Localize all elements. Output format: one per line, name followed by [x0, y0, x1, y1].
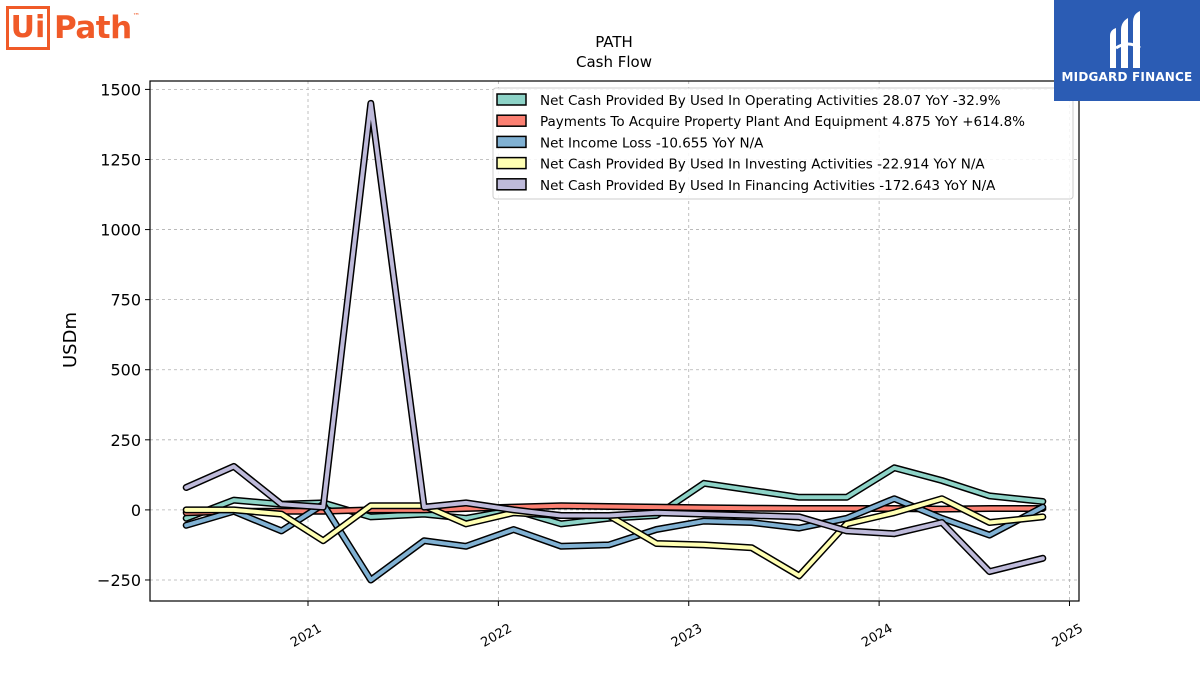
y-tick-label: 1000: [100, 221, 141, 240]
legend-swatch: [496, 178, 527, 191]
series-lines: [182, 99, 1047, 584]
x-tick-label: 2025: [1050, 621, 1086, 651]
legend-label: Net Cash Provided By Used In Financing A…: [540, 178, 996, 194]
y-axis-label: USDm: [60, 312, 81, 368]
x-tick-label: 2024: [859, 621, 895, 651]
y-tick-label: 750: [110, 291, 141, 310]
legend-swatch: [496, 135, 527, 149]
chart-subtitle: Cash Flow: [576, 53, 652, 71]
legend: Net Cash Provided By Used In Operating A…: [492, 87, 1074, 200]
uipath-logo-word: Path: [54, 10, 132, 46]
legend-swatch: [496, 114, 527, 127]
uipath-logo-tm: ™: [132, 12, 140, 20]
y-tick-label: 250: [110, 431, 141, 450]
series-line-5: [184, 101, 1045, 574]
uipath-logo-box: Ui: [6, 6, 50, 50]
y-tick-label: 500: [110, 361, 141, 380]
y-tick-label: 1500: [100, 80, 141, 99]
legend-label: Net Cash Provided By Used In Investing A…: [540, 157, 985, 173]
uipath-logo: Ui Path ™: [6, 6, 140, 52]
x-tick-label: 2021: [288, 621, 324, 651]
legend-label: Net Income Loss -10.655 YoY N/A: [540, 135, 764, 151]
y-tick-label: 0: [131, 501, 141, 520]
midgard-logo-text: MIDGARD FINANCE: [1061, 70, 1193, 84]
legend-box: [492, 87, 1074, 200]
legend-swatch: [496, 156, 527, 170]
midgard-logo-mark-icon: [1110, 11, 1141, 68]
x-tick-label: 2022: [479, 621, 515, 651]
legend-label: Payments To Acquire Property Plant And E…: [540, 114, 1025, 130]
legend-label: Net Cash Provided By Used In Operating A…: [540, 93, 1001, 109]
y-tick-label: −250: [97, 571, 141, 590]
chart-title: PATH: [595, 33, 633, 51]
series-line-2: [184, 503, 1045, 515]
plot-frame: [149, 80, 1080, 602]
midgard-finance-logo: MIDGARD FINANCE: [1054, 0, 1200, 101]
x-tick-label: 2023: [669, 621, 705, 651]
y-tick-label: 1250: [100, 150, 141, 169]
legend-swatch: [496, 93, 527, 106]
